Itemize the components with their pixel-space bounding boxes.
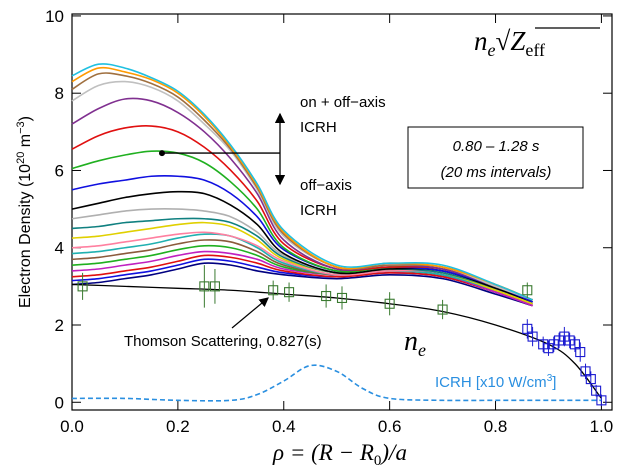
symbol-sub: e: [488, 40, 496, 60]
ne-label: ne: [404, 326, 426, 360]
text: ρ = (R − R: [272, 440, 374, 465]
data-point: [384, 298, 395, 309]
density-profile: [71, 63, 533, 301]
x-tick-label: 0.0: [60, 417, 84, 436]
arrow: [231, 297, 269, 329]
data-point: [321, 290, 332, 302]
data-point: [336, 292, 348, 304]
data-point: [437, 304, 448, 315]
data-point: [199, 281, 210, 292]
data-point: [522, 285, 533, 296]
data-point: [284, 287, 295, 298]
annotation: ICRH: [300, 202, 337, 219]
data-point: [575, 346, 586, 358]
icrh-label: ICRH [x10 W/cm3]: [435, 373, 556, 391]
sqrt-sign: √: [496, 26, 511, 56]
y-tick-label: 6: [55, 161, 64, 180]
symbol: n: [474, 26, 488, 56]
x-tick-label: 0.4: [272, 417, 296, 436]
annotation: ICRH: [300, 119, 337, 136]
symbol: Z: [510, 26, 526, 56]
data-point: [569, 339, 580, 350]
data-point: [580, 366, 591, 377]
x-tick-label: 1.0: [590, 417, 614, 436]
icrh-line: [71, 364, 602, 402]
data-point: [538, 339, 549, 350]
ne-zeff-label: ne√Zeff: [474, 26, 545, 60]
density-profile: [71, 262, 533, 307]
y-tick-label: 10: [45, 7, 64, 26]
plot-area: [71, 14, 612, 410]
data-point: [77, 281, 88, 292]
sup: 3: [547, 373, 553, 384]
x-tick-label: 0.8: [484, 417, 508, 436]
thomson-fit: [71, 283, 602, 399]
annotation: 0.80 – 1.28 s: [453, 138, 540, 155]
text: ICRH [x10 W/cm: [435, 374, 547, 391]
data-point: [543, 343, 554, 354]
density-profile: [71, 174, 533, 303]
data-point: [596, 395, 607, 406]
data-point: [559, 331, 570, 342]
y-tick-label: 8: [55, 84, 64, 103]
annotation: Thomson Scattering, 0.827(s): [124, 333, 322, 350]
text: ]: [552, 374, 556, 391]
symbol-sub: eff: [525, 40, 545, 60]
x-tick-label: 0.6: [378, 417, 402, 436]
data-point: [527, 331, 538, 342]
data-point: [554, 335, 565, 346]
data-point: [548, 339, 559, 350]
annotation: (20 ms intervals): [441, 164, 552, 181]
annotation: off−axis: [300, 177, 352, 194]
density-profile: [71, 66, 533, 301]
data-point: [564, 335, 575, 346]
data-point: [585, 374, 596, 385]
data-point: [268, 285, 279, 296]
data-point: [522, 323, 533, 334]
x-tick-label: 0.2: [166, 417, 190, 436]
marker-dot: [159, 150, 165, 157]
time-box: [407, 126, 584, 189]
x-axis-label: ρ = (R − R0)/a: [272, 440, 407, 469]
density-profile: [71, 217, 533, 303]
sup: 20: [15, 152, 27, 164]
density-profile: [71, 254, 533, 307]
plot-frame: [71, 13, 613, 411]
sup: −3: [15, 121, 27, 134]
text: ): [17, 116, 34, 121]
y-axis-label: Electron Density (1020 m−3): [15, 116, 34, 308]
text: m: [17, 134, 34, 152]
y-tick-label: 2: [55, 316, 64, 335]
symbol-sub: e: [418, 340, 426, 360]
symbol: n: [404, 326, 418, 357]
data-point: [591, 385, 602, 396]
text: )/a: [379, 440, 407, 465]
density-profile: [71, 97, 533, 301]
data-point: [209, 281, 220, 292]
y-tick-label: 4: [55, 239, 64, 258]
sub: 0: [374, 453, 382, 469]
text: Electron Density (10: [17, 164, 34, 308]
annotation: on + off−axis: [300, 94, 386, 111]
y-tick-label: 0: [55, 393, 64, 412]
